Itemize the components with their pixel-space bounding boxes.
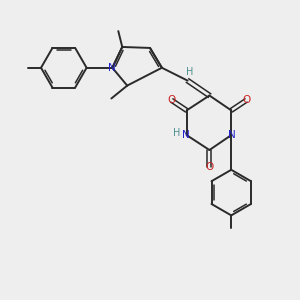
Text: O: O [242, 95, 250, 106]
Text: H: H [186, 67, 193, 77]
Text: O: O [168, 95, 176, 106]
Text: N: N [182, 130, 190, 140]
Text: O: O [205, 162, 214, 172]
Text: N: N [228, 130, 236, 140]
Text: H: H [173, 128, 180, 138]
Text: N: N [109, 63, 116, 73]
